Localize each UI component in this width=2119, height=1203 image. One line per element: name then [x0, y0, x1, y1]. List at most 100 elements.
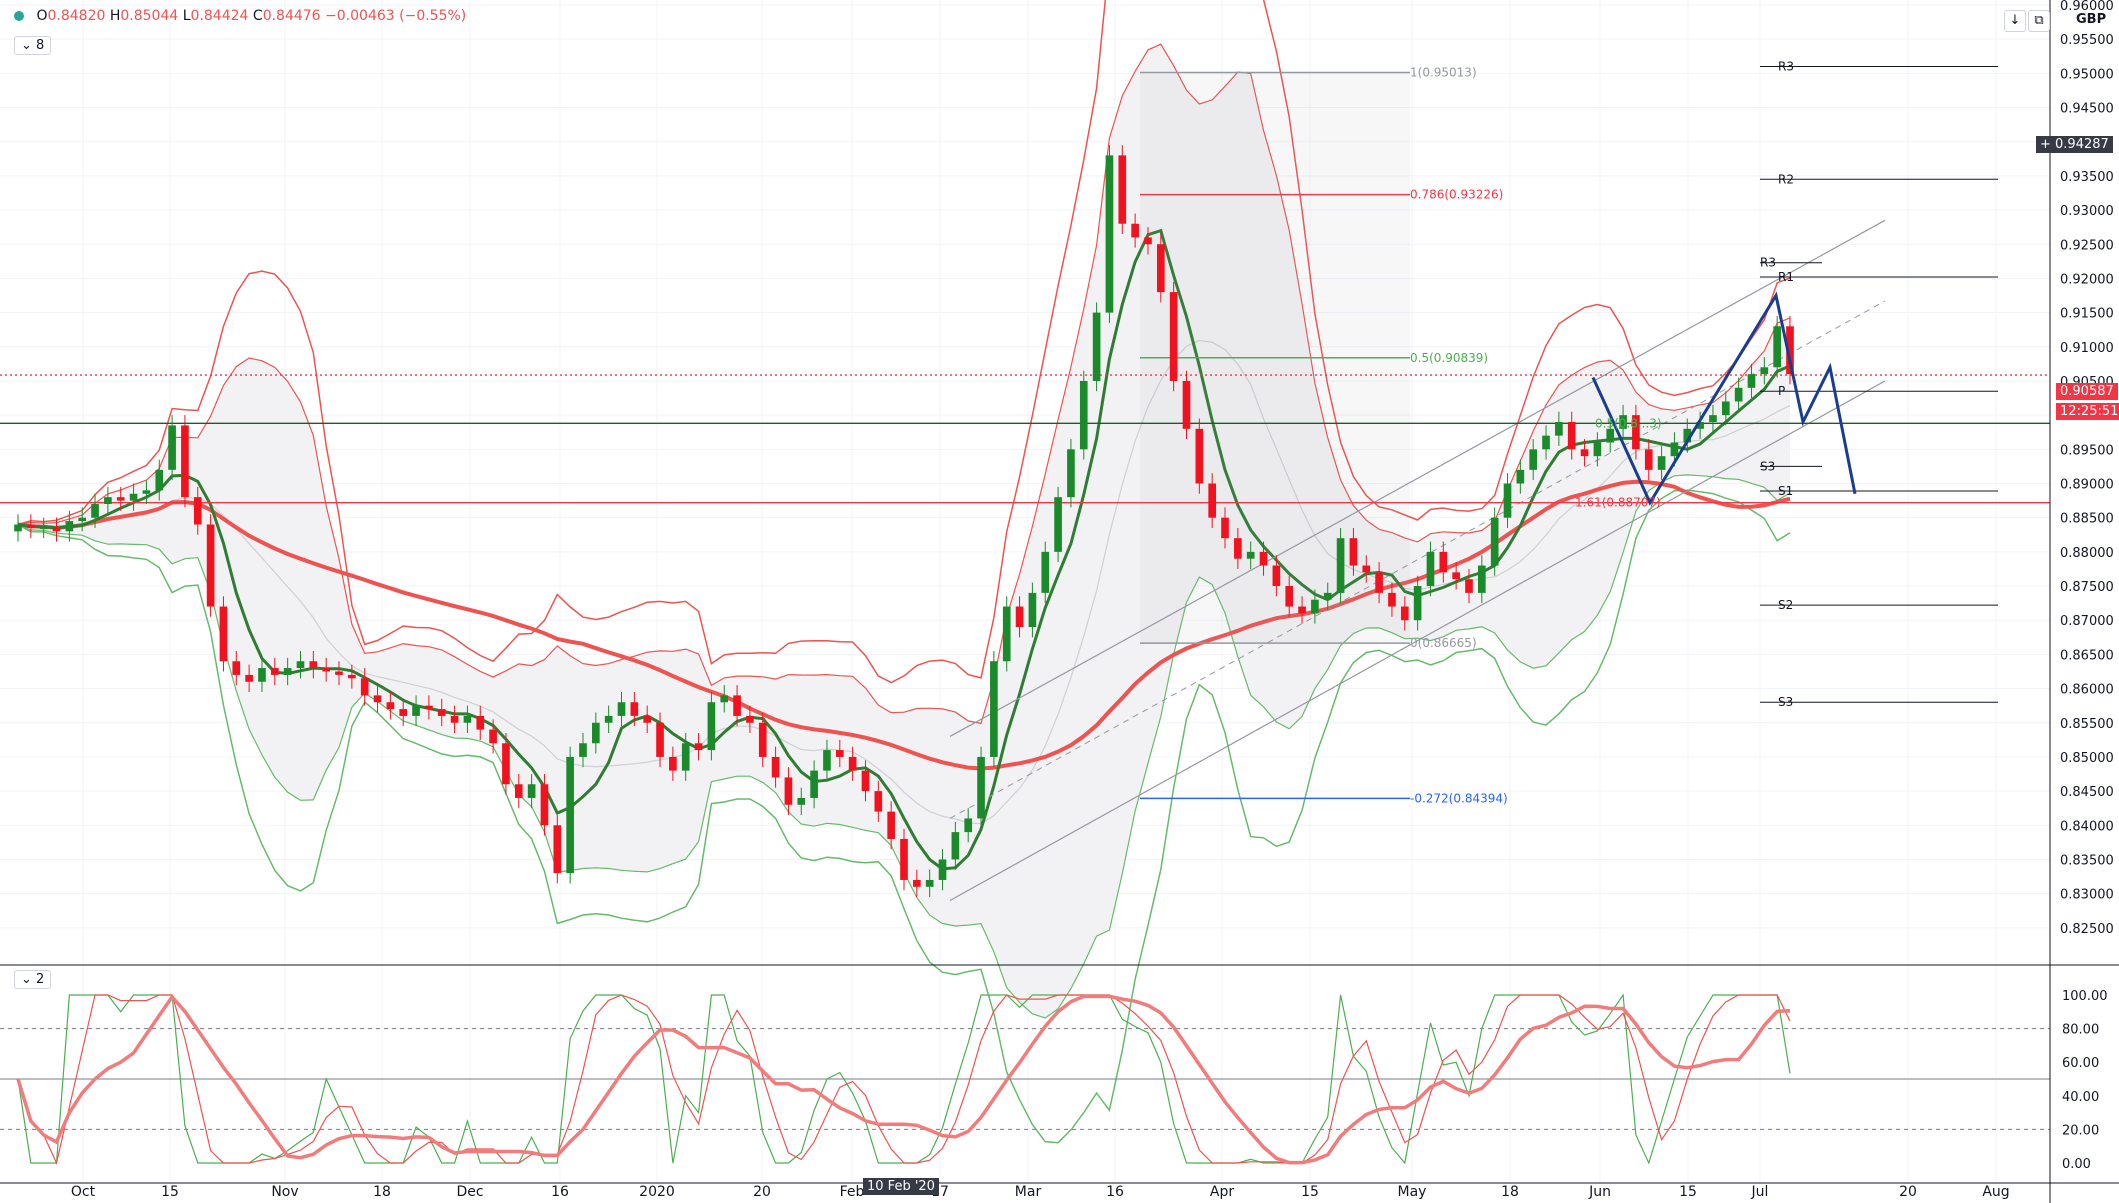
x-tick-label: Nov — [271, 1184, 298, 1200]
candle-body — [938, 859, 947, 880]
candle-body — [502, 743, 510, 785]
candle-body — [1670, 442, 1679, 457]
x-tick-label: Jul — [1751, 1184, 1769, 1200]
middle-band — [17, 339, 1791, 825]
candle-body — [129, 493, 138, 501]
date-tooltip: 10 Feb '20 — [863, 1178, 939, 1195]
oscillator-toggle[interactable]: ⌄ 2 — [14, 970, 52, 989]
channel-upper — [949, 219, 1886, 737]
candle-body — [1054, 497, 1062, 552]
candle-body — [977, 756, 985, 819]
candle-body — [656, 722, 664, 757]
candle-body — [1092, 312, 1101, 381]
candle-body — [1182, 380, 1191, 429]
candle-body — [1773, 326, 1781, 368]
pivot-label: S3 — [1778, 695, 1793, 709]
candle-body — [373, 695, 382, 703]
candle-body — [1567, 421, 1576, 450]
y-tick-label: 0.88500 — [2060, 512, 2114, 527]
candle-body — [399, 709, 408, 716]
candle-body — [1002, 606, 1011, 662]
candle-body — [1452, 572, 1460, 580]
candle-body — [1593, 442, 1602, 457]
candle-body — [900, 838, 908, 880]
candle-body — [142, 490, 151, 494]
candle-body — [848, 756, 857, 771]
close-label: C — [252, 8, 263, 24]
candle-body — [296, 661, 305, 669]
candle-body — [874, 791, 883, 812]
candle-body — [1234, 538, 1242, 559]
x-tick-label: 15 — [1679, 1184, 1697, 1200]
y-tick-label: 0.83000 — [2060, 888, 2114, 903]
candle-body — [1323, 592, 1332, 600]
y-tick-label: 0.84000 — [2060, 819, 2114, 834]
candle-body — [258, 668, 266, 682]
candle-body — [823, 750, 831, 771]
candle-body — [527, 784, 536, 798]
y-tick-label: 0.89000 — [2060, 478, 2114, 493]
candle-body — [412, 705, 420, 716]
download-icon[interactable]: ↓ — [2004, 10, 2026, 32]
candle-body — [771, 756, 780, 778]
crosshair-price-tag: + 0.94287 — [2036, 136, 2113, 153]
candle-body — [1734, 387, 1743, 402]
candle-body — [1015, 606, 1024, 628]
candle-body — [1349, 538, 1358, 566]
candle-body — [1709, 415, 1717, 422]
candle-body — [925, 879, 934, 887]
candle-body — [1439, 551, 1448, 573]
candle-body — [425, 705, 433, 710]
y-tick-label: 0.83500 — [2060, 853, 2114, 868]
candle-body — [694, 743, 703, 751]
candle-body — [489, 729, 497, 744]
candle-body — [746, 715, 754, 723]
candle-body — [1208, 483, 1216, 518]
pattern-label: 0.5(0.8...3) — [1595, 416, 1662, 430]
candle-body — [913, 879, 921, 887]
candle-body — [1400, 606, 1409, 621]
y-tick-label: 0.87500 — [2060, 580, 2114, 595]
candle-body — [65, 521, 74, 532]
stoch-slow-line — [16, 994, 1791, 1165]
y-tick-label: 0.88000 — [2060, 546, 2114, 561]
osc-tick-label: 100.00 — [2062, 989, 2108, 1004]
change-value: −0.00463 (−0.55%) — [325, 8, 467, 24]
candle-body — [1285, 586, 1294, 607]
last-price-tag: 0.90587 — [2056, 383, 2118, 400]
low-value: 0.84424 — [190, 8, 249, 24]
pivot-label: R1 — [1778, 270, 1794, 284]
stochastic-oscillator-pane — [0, 993, 2050, 1165]
candle-body — [707, 702, 716, 751]
outer-upper-band — [17, 0, 1791, 684]
candle-body — [193, 497, 202, 525]
x-tick-label: 20 — [1899, 1184, 1917, 1200]
pivot-label: R3 — [1778, 60, 1794, 74]
candle-body — [1246, 551, 1255, 559]
ohlc-legend: O0.84820 H0.85044 L0.84424 C0.84476 −0.0… — [14, 8, 466, 24]
candle-body — [155, 469, 164, 491]
screenshot-icon[interactable]: ⧉ — [2028, 10, 2050, 32]
candle-body — [1144, 237, 1152, 245]
indicator-count: 8 — [36, 38, 45, 53]
fib-level-label: -0.272(0.84394) — [1410, 791, 1508, 805]
indicators-toggle[interactable]: ⌄ 8 — [14, 36, 52, 55]
candle-body — [232, 661, 241, 675]
y-tick-label: 0.82500 — [2060, 922, 2114, 937]
candle-body — [553, 825, 562, 874]
candle-body — [1272, 565, 1281, 587]
candle-body — [1760, 367, 1769, 375]
y-tick-label: 0.93000 — [2060, 204, 2114, 219]
candle-body — [1362, 565, 1371, 573]
candle-body — [630, 702, 639, 716]
x-tick-label: May — [1398, 1184, 1427, 1200]
pivot-inner-label: R3 — [1760, 256, 1776, 270]
candle-body — [797, 797, 806, 805]
candle-body — [720, 695, 729, 703]
candle-body — [1375, 572, 1383, 593]
y-tick-label: 0.94500 — [2060, 102, 2114, 117]
candle-body — [1195, 428, 1204, 484]
candle-body — [450, 715, 459, 723]
candle-body — [91, 504, 99, 518]
